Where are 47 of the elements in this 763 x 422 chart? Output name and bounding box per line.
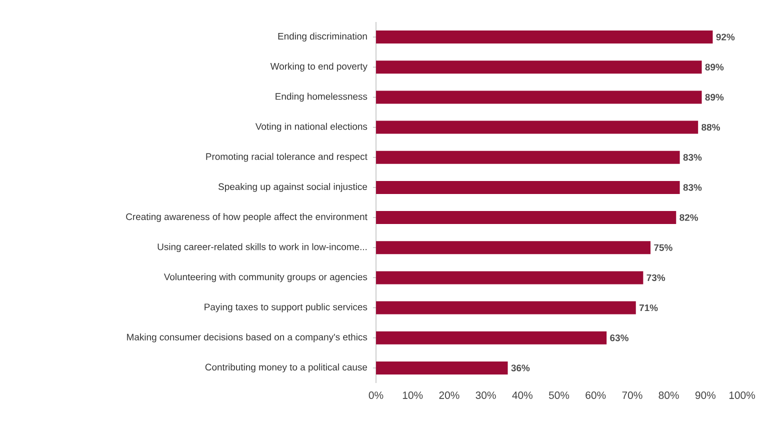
data-label: 82% (680, 214, 698, 221)
x-tick-label: 0% (368, 392, 384, 399)
data-label: 89% (705, 64, 724, 70)
bar (376, 30, 713, 44)
data-label: 36% (511, 364, 530, 372)
bar (376, 120, 698, 134)
bar (376, 301, 636, 314)
bar (376, 271, 644, 284)
y-tick-label: Speaking up against social injustice (218, 183, 368, 192)
bar (376, 331, 607, 344)
bar (376, 150, 680, 164)
y-tick-label: Ending homelessness (276, 92, 368, 102)
y-tick-label: Voting in national elections (255, 122, 368, 132)
y-tick-label: Working to end poverty (270, 62, 368, 72)
x-tick-label: 80% (658, 392, 679, 399)
x-tick-label: 100% (729, 392, 755, 399)
y-tick-label: Volunteering with community groups or agencies (164, 273, 368, 282)
data-label: 63% (610, 334, 628, 342)
bar (376, 60, 702, 74)
y-tick-label: Paying taxes to support public services (204, 303, 368, 312)
x-tick-label: 40% (512, 392, 532, 399)
data-label: 83% (683, 184, 702, 191)
data-label: 92% (716, 34, 735, 40)
x-tick-label: 90% (695, 392, 716, 399)
y-tick-label: Creating awareness of how people affect the environment (126, 213, 368, 222)
bar (376, 361, 508, 374)
x-tick-label: 20% (439, 392, 460, 399)
bar (376, 241, 651, 254)
data-label: 73% (646, 274, 666, 282)
x-tick-label: 60% (586, 392, 606, 399)
data-label: 89% (705, 94, 724, 101)
y-tick-label: Using career-related skills to work in low-income... (158, 243, 367, 252)
y-tick-label: Ending discrimination (278, 32, 367, 42)
bar (376, 90, 702, 104)
bar (376, 180, 680, 194)
bar (376, 211, 676, 224)
data-label: 75% (654, 244, 672, 251)
y-tick-label: Making consumer decisions based on a company's ethics (127, 333, 368, 342)
data-label: 88% (702, 124, 720, 131)
x-tick-label: 70% (622, 392, 642, 399)
y-tick-label: Contributing money to a political cause (205, 364, 368, 372)
data-label: 83% (683, 154, 702, 161)
x-tick-label: 30% (476, 392, 496, 399)
data-label: 71% (639, 304, 658, 312)
x-tick-label: 50% (548, 392, 570, 399)
y-tick-label: Promoting racial tolerance and respect (206, 152, 368, 162)
x-tick-label: 10% (402, 392, 423, 399)
